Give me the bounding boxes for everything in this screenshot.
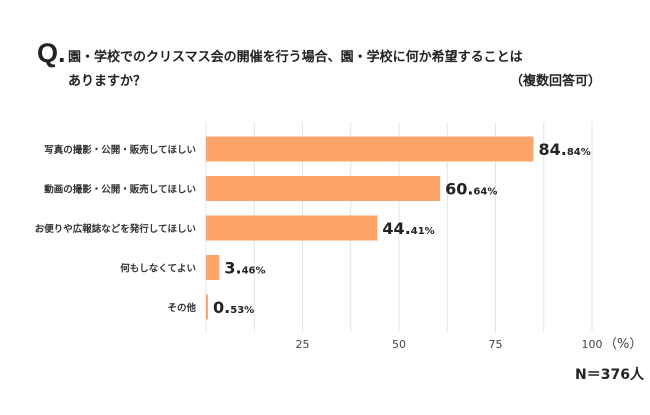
value-label: 3.46% (224, 259, 265, 278)
value-label: 84.84% (538, 140, 590, 159)
question-text-line2: ありますか？ (68, 74, 147, 89)
value-label: 0.53% (213, 298, 254, 317)
value-label: 60.64% (445, 180, 497, 199)
bar (206, 294, 209, 320)
category-label: 動画の撮影・公開・販売してほしい (44, 184, 196, 196)
bar (206, 176, 441, 201)
category-label: 何もしなくてよい (120, 263, 196, 275)
bar (206, 136, 534, 162)
category-label: お便りや広報誌などを発行してほしい (35, 223, 196, 235)
category-label: その他 (167, 302, 196, 314)
category-label: 写真の撮影・公開・販売してほしい (44, 144, 196, 156)
question-mark: Q. (37, 38, 66, 68)
x-tick-label: 50 (392, 338, 406, 351)
question-text-line1: 園・学校でのクリスマス会の開催を行う場合、園・学校に何か希望することは (68, 50, 523, 65)
x-tick-label: 25 (296, 338, 310, 351)
value-label: 44.41% (382, 219, 434, 238)
bar (206, 255, 220, 280)
multiple-answer-note: （複数回答可） (510, 74, 602, 89)
x-tick-label: 100 (582, 338, 603, 351)
x-tick-label: 75 (489, 338, 503, 351)
bar (206, 215, 378, 241)
sample-size: N＝376人 (575, 367, 644, 383)
x-unit-label: （%） (604, 337, 642, 352)
